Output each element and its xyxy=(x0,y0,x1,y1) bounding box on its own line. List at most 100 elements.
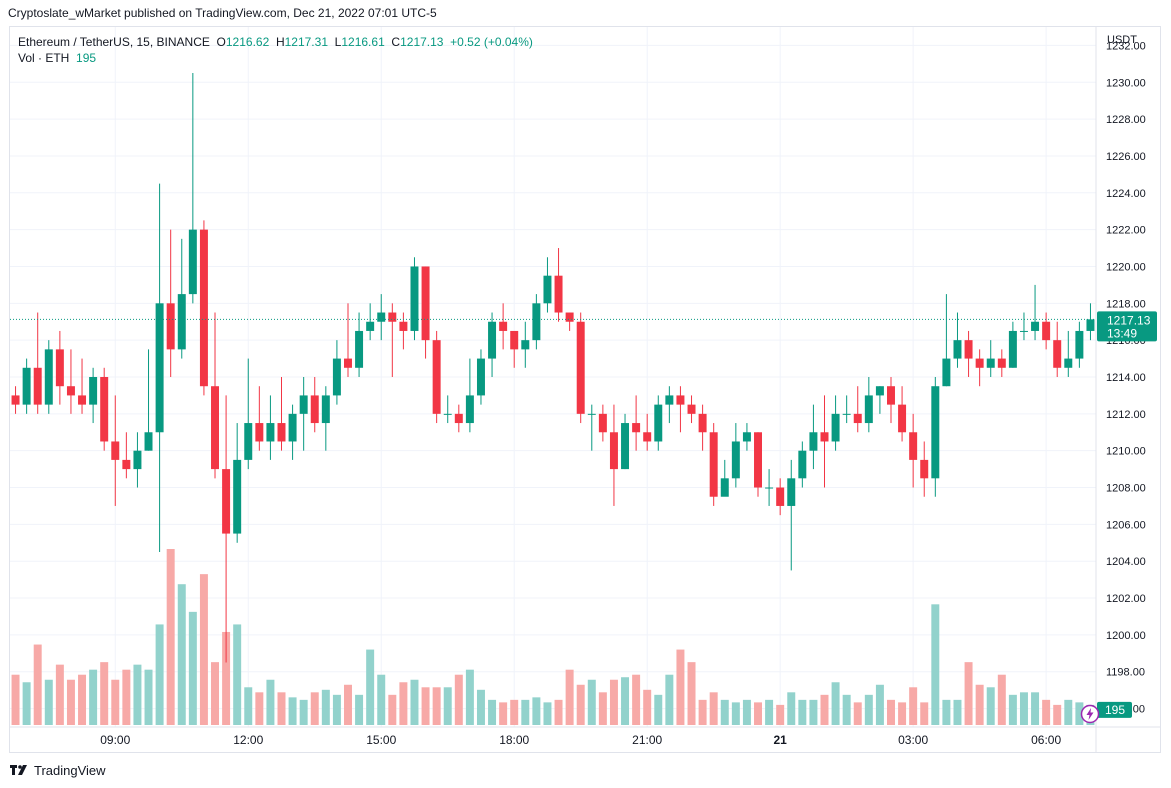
candle-body xyxy=(111,441,120,460)
candle-body xyxy=(211,386,219,470)
volume-bars xyxy=(11,549,1095,725)
volume-bar xyxy=(255,692,264,725)
close-label: C xyxy=(391,35,401,49)
x-tick-label: 09:00 xyxy=(100,733,130,747)
candle-body xyxy=(100,377,109,442)
y-tick-label: 1212.00 xyxy=(1106,409,1146,421)
candle-body xyxy=(233,459,242,534)
candle-body xyxy=(1008,330,1017,368)
volume-legend-label: Vol · ETH xyxy=(18,51,70,65)
candle-body xyxy=(1064,358,1073,368)
candle-body xyxy=(898,404,907,433)
chart-frame xyxy=(9,26,1161,753)
y-tick-label: 1220.00 xyxy=(1106,261,1146,273)
candle-body xyxy=(776,487,785,506)
volume-bar xyxy=(377,674,386,725)
volume-bar xyxy=(731,702,740,725)
volume-bar xyxy=(632,674,641,725)
volume-bar xyxy=(598,692,607,725)
candles xyxy=(11,73,1095,663)
volume-bar xyxy=(853,702,862,725)
candle-body xyxy=(344,358,352,368)
candle-body xyxy=(521,340,530,350)
candle-body xyxy=(366,321,375,331)
candle-body xyxy=(443,413,452,415)
volume-bar xyxy=(920,702,929,725)
candle-body xyxy=(144,432,153,451)
candle-body xyxy=(465,395,474,424)
volume-bar xyxy=(720,699,729,725)
candle-body xyxy=(288,413,297,442)
volume-bar xyxy=(776,704,785,725)
volume-bar xyxy=(1075,702,1084,725)
volume-bar xyxy=(399,682,408,725)
candle-body xyxy=(887,386,895,405)
candle-body xyxy=(1086,319,1095,331)
y-tick-label: 1202.00 xyxy=(1106,593,1146,605)
volume-bar xyxy=(166,549,175,725)
candle-body xyxy=(698,413,707,433)
volume-bar xyxy=(366,649,375,725)
tradingview-logo-icon xyxy=(10,764,27,775)
volume-bar xyxy=(388,694,397,725)
candle-body xyxy=(22,367,31,405)
last-price-label: 1217.13 xyxy=(1107,313,1151,327)
candle-body xyxy=(222,469,231,534)
candle-body xyxy=(199,229,208,387)
candle-body xyxy=(643,432,652,442)
volume-bar xyxy=(665,674,674,725)
volume-bar xyxy=(410,679,419,725)
last-volume-tag-bg xyxy=(1097,701,1132,718)
volume-bar xyxy=(499,702,508,725)
low-label: L xyxy=(334,35,342,49)
volume-bar xyxy=(199,574,208,725)
candle-body xyxy=(310,395,319,424)
volume-bar xyxy=(22,682,31,725)
candle-body xyxy=(122,459,131,470)
candle-body xyxy=(953,340,962,359)
volume-bar xyxy=(676,649,685,725)
volume-bar xyxy=(44,679,53,725)
candle-body xyxy=(632,423,641,433)
candle-body xyxy=(798,450,807,479)
candle-body xyxy=(853,413,862,424)
y-tick-label: 1226.00 xyxy=(1106,151,1146,163)
volume-bar xyxy=(942,699,951,725)
countdown-label: 13:49 xyxy=(1107,326,1137,340)
volume-bar xyxy=(155,624,164,725)
volume-bar xyxy=(887,699,895,725)
volume-bar xyxy=(465,669,474,725)
last-volume-label: 195 xyxy=(1105,703,1125,717)
volume-bar xyxy=(66,679,75,725)
volume-legend: Vol · ETH 195 xyxy=(18,51,96,65)
volume-bar xyxy=(89,669,98,725)
volume-bar xyxy=(277,692,286,725)
candle-body xyxy=(377,312,386,322)
volume-bar xyxy=(454,674,463,725)
volume-bar xyxy=(565,669,574,725)
x-tick-label: 15:00 xyxy=(366,733,396,747)
volume-bar xyxy=(1019,692,1028,725)
volume-bar xyxy=(809,699,818,725)
volume-bar xyxy=(1053,704,1062,725)
candle-body xyxy=(665,395,674,405)
volume-bar xyxy=(587,679,596,725)
x-tick-label: 21 xyxy=(773,733,787,747)
candle-body xyxy=(476,358,485,396)
volume-bar xyxy=(133,664,142,725)
tradingview-logo[interactable]: TradingView xyxy=(10,763,106,778)
volume-bar xyxy=(820,694,829,725)
y-tick-label: 1208.00 xyxy=(1106,483,1146,495)
candle-body xyxy=(831,413,840,442)
lightning-icon[interactable] xyxy=(1080,704,1100,724)
candle-body xyxy=(842,413,851,415)
volume-bar xyxy=(931,604,940,725)
volume-bar xyxy=(321,689,330,725)
candle-body xyxy=(188,229,197,295)
volume-bar xyxy=(643,689,652,725)
candle-body xyxy=(332,358,341,396)
y-tick-label: 1230.00 xyxy=(1106,77,1146,89)
candle-body xyxy=(155,303,164,433)
candle-body xyxy=(388,312,397,322)
